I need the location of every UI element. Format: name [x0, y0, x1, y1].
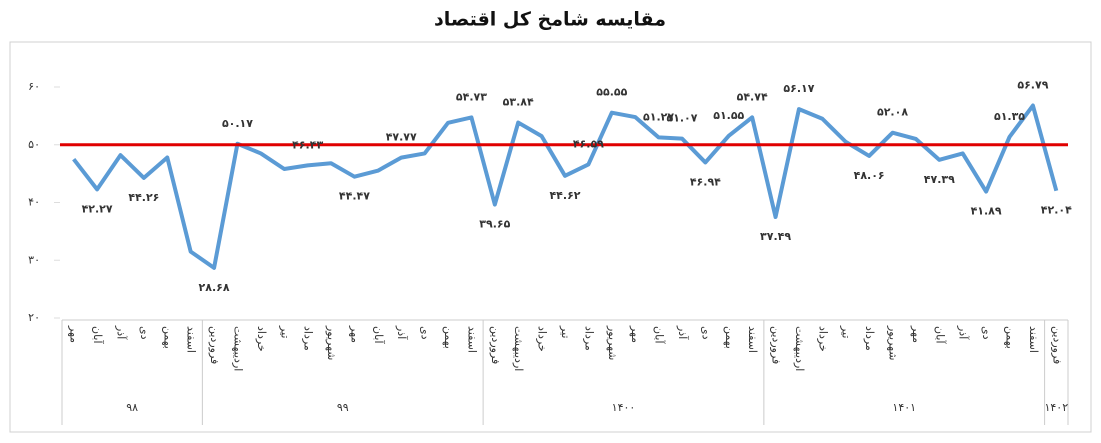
value-label: ۴۲.۲۷	[82, 202, 113, 215]
x-tick-label: دی	[980, 326, 993, 340]
value-label: ۴۶.۴۳	[292, 138, 323, 151]
x-tick-label: آذر	[957, 325, 971, 340]
y-tick-label: ۲۰	[28, 311, 40, 324]
x-tick-label: آبان	[933, 326, 947, 344]
group-label: ۱۴۰۱	[892, 401, 916, 414]
x-tick-label: اسفند	[465, 326, 478, 353]
x-tick-label: اردیبهشت	[793, 326, 806, 371]
value-label: ۴۴.۴۷	[339, 190, 370, 203]
value-label: ۵۶.۷۹	[1017, 79, 1048, 92]
x-tick-label: خرداد	[816, 326, 829, 352]
value-label: ۴۶.۹۴	[690, 175, 721, 188]
x-tick-label: بهمن	[161, 326, 174, 349]
x-tick-label: تیر	[840, 325, 853, 338]
value-label: ۵۴.۷۳	[456, 90, 487, 103]
x-tick-label: فروردین	[208, 326, 221, 364]
value-label: ۵۱.۵۵	[713, 109, 744, 122]
value-label: ۴۲.۰۴	[1041, 204, 1072, 217]
value-label: ۴۶.۵۹	[573, 137, 604, 150]
value-label: ۵۶.۱۷	[783, 82, 814, 95]
value-label: ۴۴.۶۲	[549, 189, 580, 202]
value-label: ۳۹.۶۵	[479, 218, 510, 231]
x-tick-label: خرداد	[255, 326, 268, 352]
x-tick-label: فروردین	[1050, 326, 1063, 364]
x-tick-label: دی	[138, 326, 151, 340]
y-tick-label: ۶۰	[28, 80, 40, 93]
value-label: ۴۱.۸۹	[971, 205, 1002, 218]
x-tick-label: بهمن	[1004, 326, 1017, 349]
x-tick-label: تیر	[278, 325, 291, 338]
y-tick-label: ۳۰	[28, 253, 40, 266]
value-label: ۵۳.۸۴	[503, 96, 534, 109]
x-tick-label: مرداد	[302, 326, 315, 351]
x-tick-label: اسفند	[185, 326, 198, 353]
x-tick-label: آبان	[372, 326, 386, 344]
value-label: ۴۸.۰۶	[854, 169, 885, 182]
value-label: ۵۱.۰۷	[666, 112, 697, 125]
x-tick-label: اردیبهشت	[231, 326, 244, 371]
x-tick-label: مهر	[910, 325, 923, 343]
x-tick-label: آبان	[91, 326, 105, 344]
group-label: ۹۹	[337, 401, 349, 414]
x-tick-label: مرداد	[863, 326, 876, 351]
x-tick-label: بهمن	[442, 326, 455, 349]
group-label: ۱۴۰۰	[612, 401, 636, 414]
value-label: ۵۵.۵۵	[596, 86, 627, 99]
x-tick-label: بهمن	[723, 326, 736, 349]
value-label: ۴۷.۷۷	[386, 131, 417, 144]
x-tick-label: مهر	[629, 325, 642, 343]
group-label: ۹۸	[126, 401, 138, 414]
value-label: ۴۷.۳۹	[924, 173, 955, 186]
x-tick-label: دی	[419, 326, 432, 340]
x-tick-label: شهریور	[887, 325, 900, 360]
chart-frame	[9, 41, 1092, 433]
line-series	[72, 103, 1059, 270]
value-label: ۳۷.۴۹	[760, 230, 791, 243]
x-tick-label: خرداد	[536, 326, 549, 352]
x-tick-label: اسفند	[1027, 326, 1040, 353]
x-tick-label: آذر	[676, 325, 690, 340]
value-label: ۴۴.۲۶	[128, 191, 159, 204]
x-tick-label: آبان	[653, 326, 667, 344]
x-tick-label: آذر	[114, 325, 128, 340]
x-tick-label: اسفند	[746, 326, 759, 353]
y-tick-label: ۵۰	[28, 138, 40, 151]
x-tick-label: اردیبهشت	[512, 326, 525, 371]
y-tick-label: ۴۰	[28, 196, 40, 209]
x-tick-label: فروردین	[770, 326, 783, 364]
value-label: ۵۴.۷۴	[737, 90, 768, 103]
x-tick-label: شهریور	[606, 325, 619, 360]
x-tick-label: مهر	[68, 325, 81, 343]
x-tick-label: مرداد	[582, 326, 595, 351]
value-label: ۵۱.۳۵	[994, 110, 1025, 123]
x-tick-label: فروردین	[489, 326, 502, 364]
x-tick-label: مهر	[348, 325, 361, 343]
chart-title: مقایسه شامخ کل اقتصاد	[434, 9, 666, 31]
x-tick-label: شهریور	[325, 325, 338, 360]
x-tick-label: تیر	[559, 325, 572, 338]
value-label: ۵۱.۲۷	[643, 110, 674, 123]
x-tick-label: آذر	[395, 325, 409, 340]
value-label: ۲۸.۶۸	[199, 281, 230, 294]
group-label: ۱۴۰۲	[1044, 401, 1068, 414]
x-tick-label: دی	[699, 326, 712, 340]
value-label: ۵۲.۰۸	[877, 106, 908, 119]
value-label: ۵۰.۱۷	[222, 117, 253, 130]
